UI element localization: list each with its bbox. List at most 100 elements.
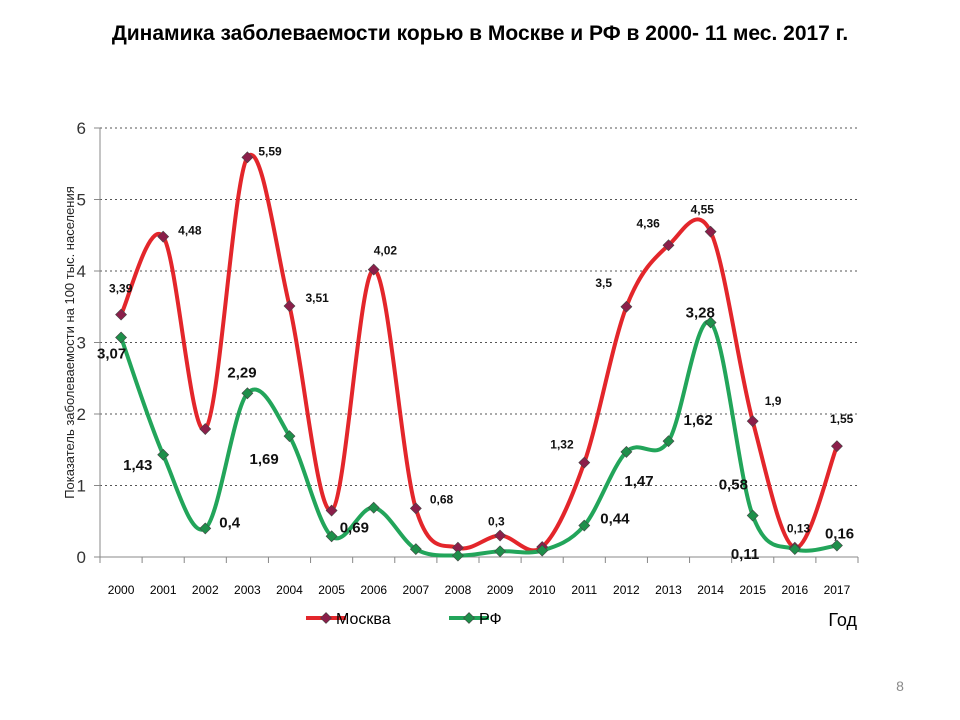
data-point-marker bbox=[831, 539, 843, 552]
data-label: 0,68 bbox=[430, 492, 454, 506]
y-tick-label: 6 bbox=[77, 119, 86, 138]
data-label: 0,16 bbox=[825, 526, 854, 543]
data-point-marker bbox=[157, 230, 170, 243]
data-point-marker bbox=[494, 545, 506, 558]
legend-label: Москва bbox=[336, 611, 391, 628]
x-tick-label: 2009 bbox=[487, 583, 514, 597]
data-label: 1,43 bbox=[123, 457, 152, 474]
page-number: 8 bbox=[896, 678, 904, 694]
data-point-marker bbox=[746, 415, 759, 428]
data-point-marker bbox=[831, 440, 843, 453]
x-tick-label: 2005 bbox=[318, 583, 345, 597]
data-label: 3,5 bbox=[595, 276, 612, 290]
data-label: 0,13 bbox=[787, 522, 811, 536]
grid-lines bbox=[100, 127, 858, 486]
x-tick-label: 2007 bbox=[402, 583, 429, 597]
data-point-marker bbox=[494, 529, 506, 542]
data-label: 1,62 bbox=[684, 412, 713, 429]
x-tick-label: 2006 bbox=[360, 583, 387, 597]
data-point-marker bbox=[367, 501, 380, 514]
data-label: 3,39 bbox=[109, 282, 133, 296]
data-point-marker bbox=[283, 430, 296, 443]
y-tick-label: 0 bbox=[77, 548, 86, 567]
series-lines bbox=[119, 152, 839, 558]
x-tick-label: 2004 bbox=[276, 583, 303, 597]
x-tick-label: 2008 bbox=[445, 583, 472, 597]
y-tick-label: 5 bbox=[77, 191, 86, 210]
data-label: 2,29 bbox=[227, 364, 256, 381]
axes: 0 1 2 3 4 5 6 2000 2001 2002 2003 2004 2005 2006 2007 2… bbox=[62, 119, 859, 630]
series-line-moscow bbox=[119, 152, 839, 553]
data-point-marker bbox=[578, 456, 591, 469]
data-label: 3,07 bbox=[97, 345, 126, 362]
data-label: 0,3 bbox=[488, 515, 505, 529]
x-tick-label: 2013 bbox=[655, 583, 682, 597]
x-axis-label: Год bbox=[828, 610, 857, 630]
data-label: 0,44 bbox=[600, 511, 630, 528]
data-point-marker bbox=[115, 331, 127, 344]
data-label: 0,58 bbox=[719, 477, 748, 494]
legend: Москва РФ bbox=[306, 611, 502, 628]
data-point-marker bbox=[325, 530, 338, 543]
data-label: 0,11 bbox=[731, 546, 759, 563]
data-markers bbox=[115, 151, 843, 562]
data-point-marker bbox=[704, 225, 717, 238]
x-tick-label: 2015 bbox=[739, 583, 766, 597]
data-point-marker bbox=[620, 300, 633, 313]
x-tick-label: 2010 bbox=[529, 583, 556, 597]
legend-label: РФ bbox=[479, 611, 502, 628]
data-label: 1,9 bbox=[765, 394, 782, 408]
data-point-marker bbox=[452, 549, 464, 562]
data-label: 3,51 bbox=[306, 291, 330, 305]
data-point-marker bbox=[662, 435, 675, 448]
y-axis-label: Показатель заболеваемости на 100 тыс. на… bbox=[62, 186, 77, 499]
data-label: 1,32 bbox=[550, 438, 574, 452]
data-label: 0,69 bbox=[340, 520, 369, 537]
data-point-marker bbox=[367, 263, 380, 276]
data-label: 4,55 bbox=[691, 203, 715, 217]
data-point-marker bbox=[409, 502, 422, 515]
y-tick-label: 4 bbox=[77, 262, 86, 281]
data-point-marker bbox=[241, 151, 254, 164]
y-tick-label: 3 bbox=[77, 334, 86, 353]
x-tick-label: 2000 bbox=[108, 583, 135, 597]
data-label: 3,28 bbox=[686, 304, 715, 321]
x-tick-label: 2017 bbox=[824, 583, 851, 597]
data-label: 5,59 bbox=[258, 144, 282, 158]
legend-marker bbox=[463, 612, 475, 624]
data-labels: 3,39 4,48 5,59 3,51 4,02 0,68 0,3 1,32 3,5 4,36 4,… bbox=[97, 144, 854, 563]
data-point-marker bbox=[536, 544, 549, 557]
data-point-marker bbox=[157, 448, 170, 461]
data-label: 1,55 bbox=[830, 412, 854, 426]
data-point-marker bbox=[199, 522, 212, 535]
data-label: 1,69 bbox=[250, 451, 279, 468]
data-label: 4,02 bbox=[374, 244, 398, 258]
x-tick-label: 2001 bbox=[150, 583, 177, 597]
data-point-marker bbox=[746, 509, 759, 522]
data-point-marker bbox=[199, 423, 212, 435]
x-tick-label: 2002 bbox=[192, 583, 219, 597]
data-label: 1,47 bbox=[624, 473, 653, 490]
data-point-marker bbox=[115, 308, 127, 321]
x-tick-label: 2014 bbox=[697, 583, 724, 597]
data-point-marker bbox=[620, 445, 633, 458]
data-label: 0,4 bbox=[219, 514, 241, 531]
data-point-marker bbox=[788, 543, 801, 556]
data-point-marker bbox=[704, 316, 717, 329]
data-point-marker bbox=[325, 504, 338, 517]
y-tick-label: 1 bbox=[77, 477, 86, 496]
x-tick-label: 2016 bbox=[781, 583, 808, 597]
legend-marker bbox=[320, 612, 332, 624]
slide-title: Динамика заболеваемости корью в Москве и… bbox=[111, 22, 849, 45]
data-label: 4,36 bbox=[637, 216, 661, 230]
y-tick-label: 2 bbox=[77, 405, 86, 424]
x-tick-label: 2011 bbox=[571, 583, 597, 597]
x-tick-label: 2003 bbox=[234, 583, 261, 597]
data-point-marker bbox=[409, 543, 422, 556]
series-line-rf bbox=[119, 319, 839, 558]
data-point-marker bbox=[283, 300, 296, 312]
data-point-marker bbox=[578, 519, 591, 532]
data-point-marker bbox=[241, 387, 254, 400]
data-label: 4,48 bbox=[178, 224, 202, 238]
